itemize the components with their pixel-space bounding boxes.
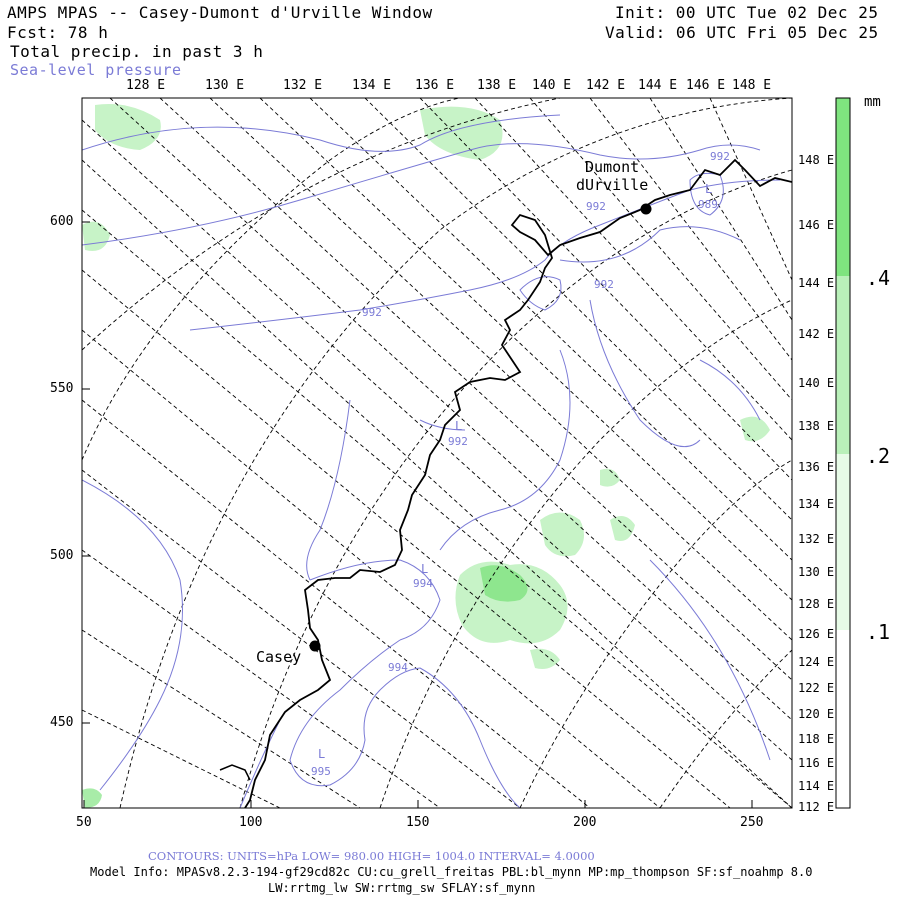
isobar-label: 992 bbox=[586, 200, 606, 213]
top-lon-label: 130 E bbox=[205, 78, 245, 93]
right-lon-label: 130 E bbox=[798, 565, 835, 579]
low-pressure-marker: L bbox=[318, 747, 326, 761]
right-lon-label: 132 E bbox=[798, 532, 835, 546]
right-lon-label: 126 E bbox=[798, 627, 835, 641]
isobar-label: 992 bbox=[362, 306, 382, 319]
precip-core bbox=[480, 565, 528, 602]
right-lon-label: 114 E bbox=[798, 779, 835, 793]
precip-area bbox=[610, 516, 635, 541]
colorbar bbox=[835, 97, 851, 809]
isobar-label: 994 bbox=[413, 577, 433, 590]
x-tick-label: 250 bbox=[740, 815, 764, 830]
top-lon-label: 140 E bbox=[532, 78, 572, 93]
field-name: Total precip. in past 3 h bbox=[10, 42, 264, 61]
x-tick-label: 200 bbox=[573, 815, 597, 830]
precip-area bbox=[82, 788, 102, 808]
right-lon-label: 112 E bbox=[798, 800, 835, 814]
right-lon-label: 138 E bbox=[798, 419, 835, 433]
colorbar-frame bbox=[835, 97, 851, 809]
coastline bbox=[244, 158, 792, 808]
model-info: Model Info: MPASv8.2.3-194-gf29cd82c CU:… bbox=[90, 865, 813, 879]
right-lon-label: 134 E bbox=[798, 497, 835, 511]
top-lon-label: 148 E bbox=[732, 78, 772, 93]
right-lon-label: 144 E bbox=[798, 276, 835, 290]
contours-info: CONTOURS: UNITS=hPa LOW= 980.00 HIGH= 10… bbox=[148, 849, 595, 863]
low-pressure-marker: L bbox=[705, 182, 713, 196]
right-lon-label: 116 E bbox=[798, 756, 835, 770]
axis-ticks bbox=[82, 221, 753, 808]
low-pressure-marker: L bbox=[421, 562, 429, 576]
right-lon-label: 120 E bbox=[798, 707, 835, 721]
top-lon-label: 144 E bbox=[638, 78, 678, 93]
isobar-label: 994 bbox=[388, 661, 408, 674]
colorbar-label: .1 bbox=[866, 620, 891, 644]
right-lon-label: 136 E bbox=[798, 460, 835, 474]
plot-frame bbox=[81, 97, 793, 809]
isobar-label: 992 bbox=[710, 150, 730, 163]
isobar-label: 989 bbox=[698, 198, 718, 211]
dumont-durville-label: Dumont dUrville bbox=[576, 158, 649, 194]
isobars bbox=[82, 114, 781, 808]
init-time: Init: 00 UTC Tue 02 Dec 25 bbox=[615, 3, 879, 22]
colorbar-unit: mm bbox=[864, 94, 881, 110]
precip-area bbox=[740, 416, 770, 442]
precip-area bbox=[600, 468, 620, 487]
right-lon-label: 128 E bbox=[798, 597, 835, 611]
colorbar-label: .4 bbox=[866, 266, 891, 290]
dumont-station-marker bbox=[640, 203, 652, 215]
forecast-hour: Fcst: 78 h bbox=[7, 23, 109, 42]
precip-area bbox=[530, 648, 560, 669]
precip-area bbox=[540, 512, 584, 557]
right-lon-label: 118 E bbox=[798, 732, 835, 746]
precip-field bbox=[82, 104, 770, 808]
right-lon-label: 124 E bbox=[798, 655, 835, 669]
overlay-name: Sea-level pressure bbox=[10, 61, 182, 79]
colorbar-segment-mid bbox=[836, 276, 850, 454]
physics-info: LW:rrtmg_lw SW:rrtmg_sw SFLAY:sf_mynn bbox=[268, 881, 536, 895]
top-lon-label: 146 E bbox=[686, 78, 726, 93]
colorbar-segment-zero bbox=[836, 630, 850, 808]
casey-label: Casey bbox=[256, 648, 302, 666]
precip-area bbox=[95, 104, 161, 150]
top-lon-label: 134 E bbox=[352, 78, 392, 93]
isobar-label: 992 bbox=[594, 278, 614, 291]
top-lon-label: 138 E bbox=[477, 78, 517, 93]
y-tick-label: 450 bbox=[50, 715, 74, 730]
y-tick-label: 600 bbox=[50, 214, 74, 229]
top-lon-label: 132 E bbox=[283, 78, 323, 93]
right-lon-label: 142 E bbox=[798, 327, 835, 341]
x-tick-label: 150 bbox=[406, 815, 430, 830]
coastline-island bbox=[219, 764, 251, 781]
x-tick-label: 100 bbox=[239, 815, 263, 830]
right-lon-label: 146 E bbox=[798, 218, 835, 232]
right-lon-label: 140 E bbox=[798, 376, 835, 390]
graticule bbox=[82, 98, 792, 808]
isobar-label: 992 bbox=[448, 435, 468, 448]
right-lon-label: 148 E bbox=[798, 153, 835, 167]
isobar-label: 995 bbox=[311, 765, 331, 778]
top-lon-label: 142 E bbox=[586, 78, 626, 93]
colorbar-segment-low bbox=[836, 454, 850, 630]
colorbar-label: .2 bbox=[866, 444, 891, 468]
x-tick-label: 50 bbox=[76, 815, 92, 830]
map-title: AMPS MPAS -- Casey-Dumont d'Urville Wind… bbox=[7, 3, 433, 22]
right-lon-label: 122 E bbox=[798, 681, 835, 695]
valid-time: Valid: 06 UTC Fri 05 Dec 25 bbox=[605, 23, 879, 42]
y-tick-label: 550 bbox=[50, 381, 74, 396]
casey-station-marker bbox=[309, 640, 321, 652]
precip-area bbox=[82, 221, 110, 251]
y-tick-label: 500 bbox=[50, 548, 74, 563]
top-lon-label: 128 E bbox=[126, 78, 166, 93]
top-lon-label: 136 E bbox=[415, 78, 455, 93]
colorbar-segment-high bbox=[836, 98, 850, 276]
low-pressure-marker: L bbox=[455, 419, 463, 433]
